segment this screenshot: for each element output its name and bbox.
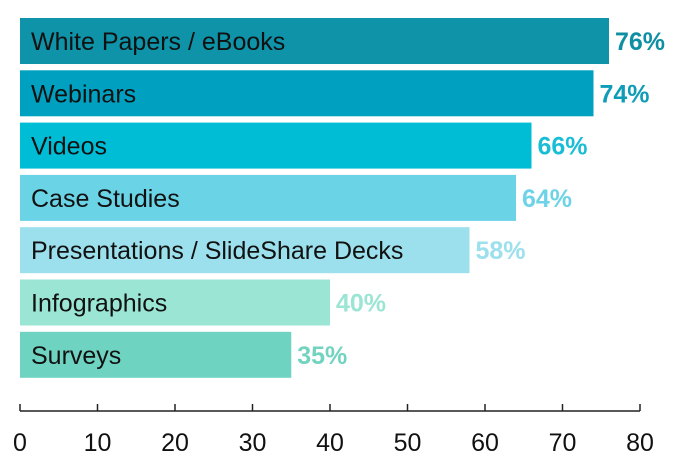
bar bbox=[20, 122, 532, 169]
bar-category-label: Presentations / SlideShare Decks bbox=[31, 237, 403, 265]
x-tick-label: 30 bbox=[239, 429, 267, 457]
bar-group: Webinars 74% bbox=[20, 70, 650, 117]
bar-category-label: Case Studies bbox=[31, 185, 180, 213]
bar-value-label: 74% bbox=[600, 80, 650, 108]
bar-category-label: Webinars bbox=[31, 80, 136, 108]
x-tick-label: 0 bbox=[13, 429, 27, 457]
bar-value-label: 58% bbox=[476, 237, 526, 265]
bar bbox=[20, 18, 609, 64]
bar-group: Videos 66% bbox=[20, 122, 588, 169]
bar-category-label: Surveys bbox=[31, 342, 121, 370]
bar bbox=[20, 227, 470, 274]
x-tick-label: 40 bbox=[316, 429, 344, 457]
x-tick-label: 50 bbox=[394, 429, 422, 457]
bar bbox=[20, 174, 516, 221]
bar-group: White Papers / eBooks 76% bbox=[20, 18, 665, 64]
bar-category-label: Videos bbox=[31, 133, 107, 161]
bar bbox=[20, 70, 594, 117]
x-tick-label: 60 bbox=[471, 429, 499, 457]
x-tick-label: 70 bbox=[549, 429, 577, 457]
bar-group: Infographics 40% bbox=[20, 279, 386, 326]
bar-group: Case Studies 64% bbox=[20, 174, 572, 221]
x-tick-label: 20 bbox=[161, 429, 189, 457]
bar bbox=[20, 331, 292, 378]
bar-value-label: 64% bbox=[522, 185, 572, 213]
bar-value-label: 76% bbox=[615, 28, 665, 56]
x-tick-label: 10 bbox=[84, 429, 112, 457]
bar-value-label: 40% bbox=[336, 290, 386, 318]
bar-value-label: 35% bbox=[297, 342, 347, 370]
bar-group: Surveys 35% bbox=[20, 331, 347, 378]
bar bbox=[20, 279, 330, 326]
bar-category-label: Infographics bbox=[31, 290, 167, 318]
x-axis: 0 10 20 30 40 50 60 70 80 bbox=[13, 404, 654, 457]
x-tick-label: 80 bbox=[626, 429, 654, 457]
bars-group: White Papers / eBooks 76% Webinars 74% Video… bbox=[20, 18, 665, 378]
bar-group: Presentations / SlideShare Decks 58% bbox=[20, 227, 526, 274]
bar-category-label: White Papers / eBooks bbox=[31, 28, 285, 56]
bar-value-label: 66% bbox=[538, 133, 588, 161]
